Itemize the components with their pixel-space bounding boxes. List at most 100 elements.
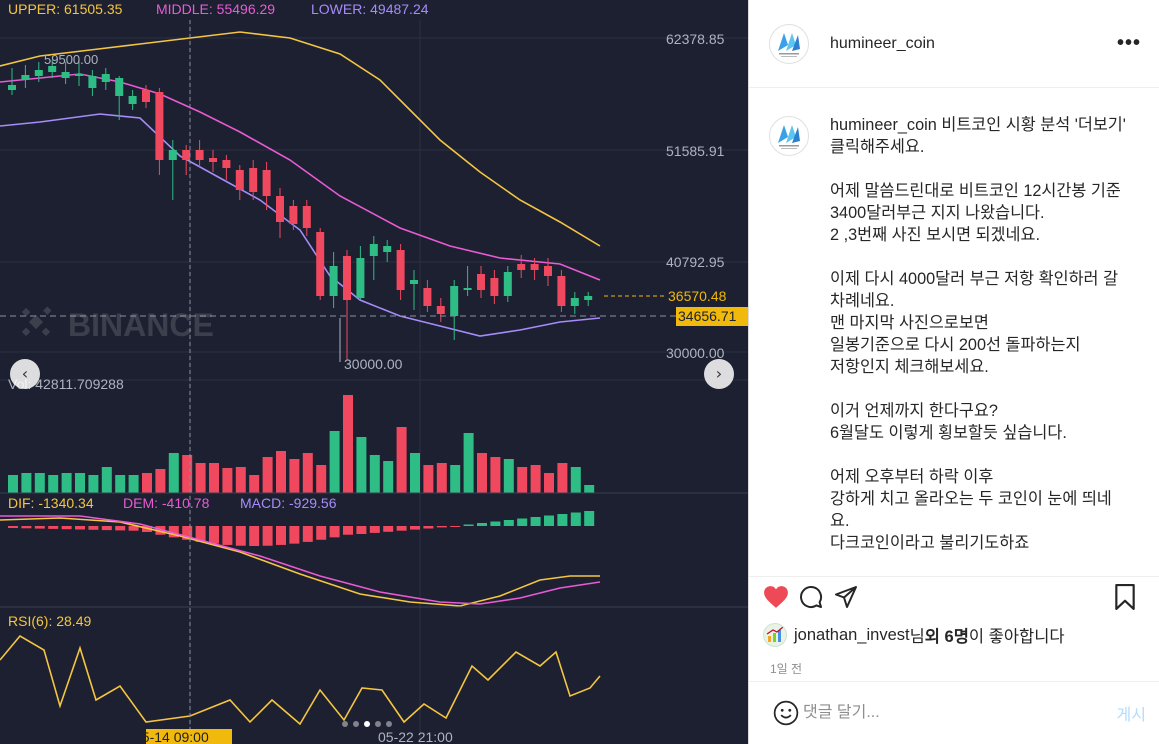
candle-body <box>155 92 164 160</box>
candle-body <box>369 244 378 256</box>
volume-bar <box>450 465 461 493</box>
post-timestamp[interactable]: 1일 전 <box>770 662 803 676</box>
volume-bar <box>88 475 99 493</box>
rsi-line <box>0 634 601 726</box>
comment-input[interactable] <box>803 704 1117 722</box>
liker-username[interactable]: jonathan_invest <box>794 625 910 644</box>
macd-bar <box>436 526 447 528</box>
macd-bar <box>101 526 112 531</box>
caption-avatar[interactable] <box>769 116 809 156</box>
volume-bar <box>168 453 179 493</box>
candle-body <box>128 96 137 104</box>
caption-text: humineer_coin 비트코인 시황 분석 '더보기' 클릭해주세요. 어… <box>830 114 1130 576</box>
macd-bar <box>356 526 367 534</box>
volume-bar <box>75 473 85 493</box>
carousel-dot[interactable] <box>375 721 381 727</box>
volume-bar <box>8 475 18 493</box>
candle-body <box>544 266 552 276</box>
macd-bar <box>463 524 474 526</box>
volume-bar <box>557 463 568 493</box>
candle-body <box>503 272 512 296</box>
volume-bar <box>34 473 45 493</box>
volume-bar <box>436 463 447 493</box>
volume-bar <box>182 455 193 493</box>
dem-line <box>0 515 601 605</box>
candle-body <box>182 150 191 160</box>
macd-bar <box>48 526 59 529</box>
macd-bar <box>21 526 32 529</box>
more-options-icon[interactable]: ••• <box>1116 32 1141 54</box>
candle-body <box>356 258 365 298</box>
candle-body <box>168 150 177 160</box>
carousel-dot[interactable] <box>353 721 359 727</box>
candle-body <box>61 72 70 78</box>
macd-bar <box>61 526 72 530</box>
liker-avatar[interactable] <box>763 623 787 647</box>
candle-body <box>101 74 110 82</box>
header-username[interactable]: humineer_coin <box>830 34 935 52</box>
dif-line <box>0 517 600 607</box>
candle-body <box>289 206 298 224</box>
macd-bar <box>155 526 166 535</box>
boll-lower-line <box>0 113 601 337</box>
likes-summary[interactable]: jonathan_invest 님 외 6명 이 좋아합니다 <box>763 623 1146 647</box>
emoji-icon[interactable] <box>773 700 799 726</box>
chart-avatar-icon <box>766 626 784 642</box>
bookmark-icon[interactable] <box>1113 584 1137 610</box>
macd-bar <box>222 526 233 545</box>
post-comment-button[interactable]: 게시 <box>1116 707 1146 724</box>
price-tick: 51585.91 <box>666 143 725 159</box>
caption-username[interactable]: humineer_coin <box>830 116 937 134</box>
candle-body <box>423 288 432 306</box>
macd-bar <box>8 526 18 528</box>
carousel-dot[interactable] <box>342 721 348 727</box>
macd-bar <box>490 521 501 526</box>
macd-bar <box>235 526 246 546</box>
volume-bar <box>48 475 59 493</box>
post-header: humineer_coin ••• <box>749 0 1159 88</box>
time-label: 05-14 09:00 <box>134 729 209 744</box>
candle-body <box>209 158 217 162</box>
macd-bar <box>262 526 273 546</box>
macd-bar <box>316 526 327 540</box>
carousel-next-button[interactable]: › <box>704 359 734 389</box>
macd-bar <box>34 526 45 529</box>
volume-bar <box>584 485 595 493</box>
candle-body <box>517 264 526 270</box>
macd-bar <box>209 526 219 544</box>
likes-count[interactable]: 외 6명 <box>924 628 969 646</box>
carousel-dot[interactable] <box>386 721 392 727</box>
macd-bar <box>195 526 206 542</box>
heart-icon[interactable] <box>763 585 789 609</box>
price-tick: 30000.00 <box>666 345 725 361</box>
macd-bar <box>329 526 340 538</box>
volume-bar <box>477 453 487 493</box>
candle-body <box>48 66 57 72</box>
carousel-prev-button[interactable]: ‹ <box>10 359 40 389</box>
volume-bar <box>463 433 474 493</box>
boll-upper-line <box>0 31 601 247</box>
candle-body <box>410 280 418 284</box>
volume-bar <box>517 467 528 493</box>
volume-bar <box>142 473 152 493</box>
candle-body <box>584 296 593 300</box>
profile-avatar[interactable] <box>769 23 809 64</box>
volume-bar <box>396 427 407 493</box>
share-icon[interactable] <box>833 585 859 609</box>
volume-bar <box>369 455 380 493</box>
boll-middle-line <box>0 73 601 281</box>
volume-bar <box>343 395 353 493</box>
candle-body <box>222 160 231 168</box>
macd-bar <box>383 526 394 532</box>
comment-icon[interactable] <box>798 585 824 609</box>
comment-bar: 게시 <box>749 681 1159 744</box>
carousel-dots <box>342 721 392 727</box>
likes-text-suffix: 이 좋아합니다 <box>968 628 1065 646</box>
volume-bar <box>383 461 394 493</box>
volume-bar <box>423 465 434 493</box>
candle-body <box>530 264 539 270</box>
post-panel: humineer_coin ••• humineer_coin 비트코인 시황 … <box>748 0 1159 744</box>
binance-watermark: BINANCE <box>21 306 214 343</box>
carousel-dot-active[interactable] <box>364 721 370 727</box>
boll-lower-label: LOWER: 49487.24 <box>311 1 429 17</box>
